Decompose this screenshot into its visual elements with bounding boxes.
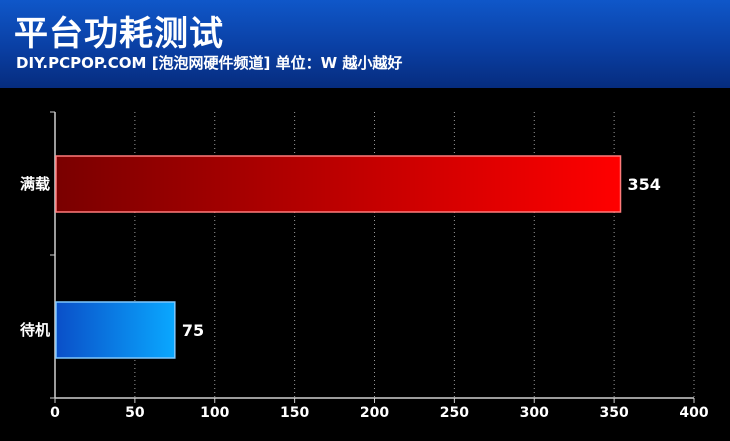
chart-header: 平台功耗测试 DIY.PCPOP.COM [泡泡网硬件频道] 单位：W 越小越好 [0, 0, 730, 88]
x-tick-label: 300 [520, 405, 549, 421]
data-label: 354 [628, 175, 661, 194]
chart-subtitle: DIY.PCPOP.COM [泡泡网硬件频道] 单位：W 越小越好 [16, 54, 403, 72]
x-tick-label: 400 [679, 405, 708, 421]
category-label: 满载 [20, 175, 50, 193]
bar [55, 301, 176, 359]
category-label: 待机 [20, 321, 50, 339]
data-label: 75 [182, 321, 204, 340]
x-tick-label: 100 [200, 405, 229, 421]
x-tick-label: 250 [440, 405, 469, 421]
x-tick-label: 150 [280, 405, 309, 421]
x-tick-label: 0 [50, 405, 60, 421]
bar [55, 155, 622, 213]
x-tick-label: 200 [360, 405, 389, 421]
x-tick-label: 350 [600, 405, 629, 421]
chart-title: 平台功耗测试 [14, 14, 224, 54]
x-tick-label: 50 [125, 405, 145, 421]
